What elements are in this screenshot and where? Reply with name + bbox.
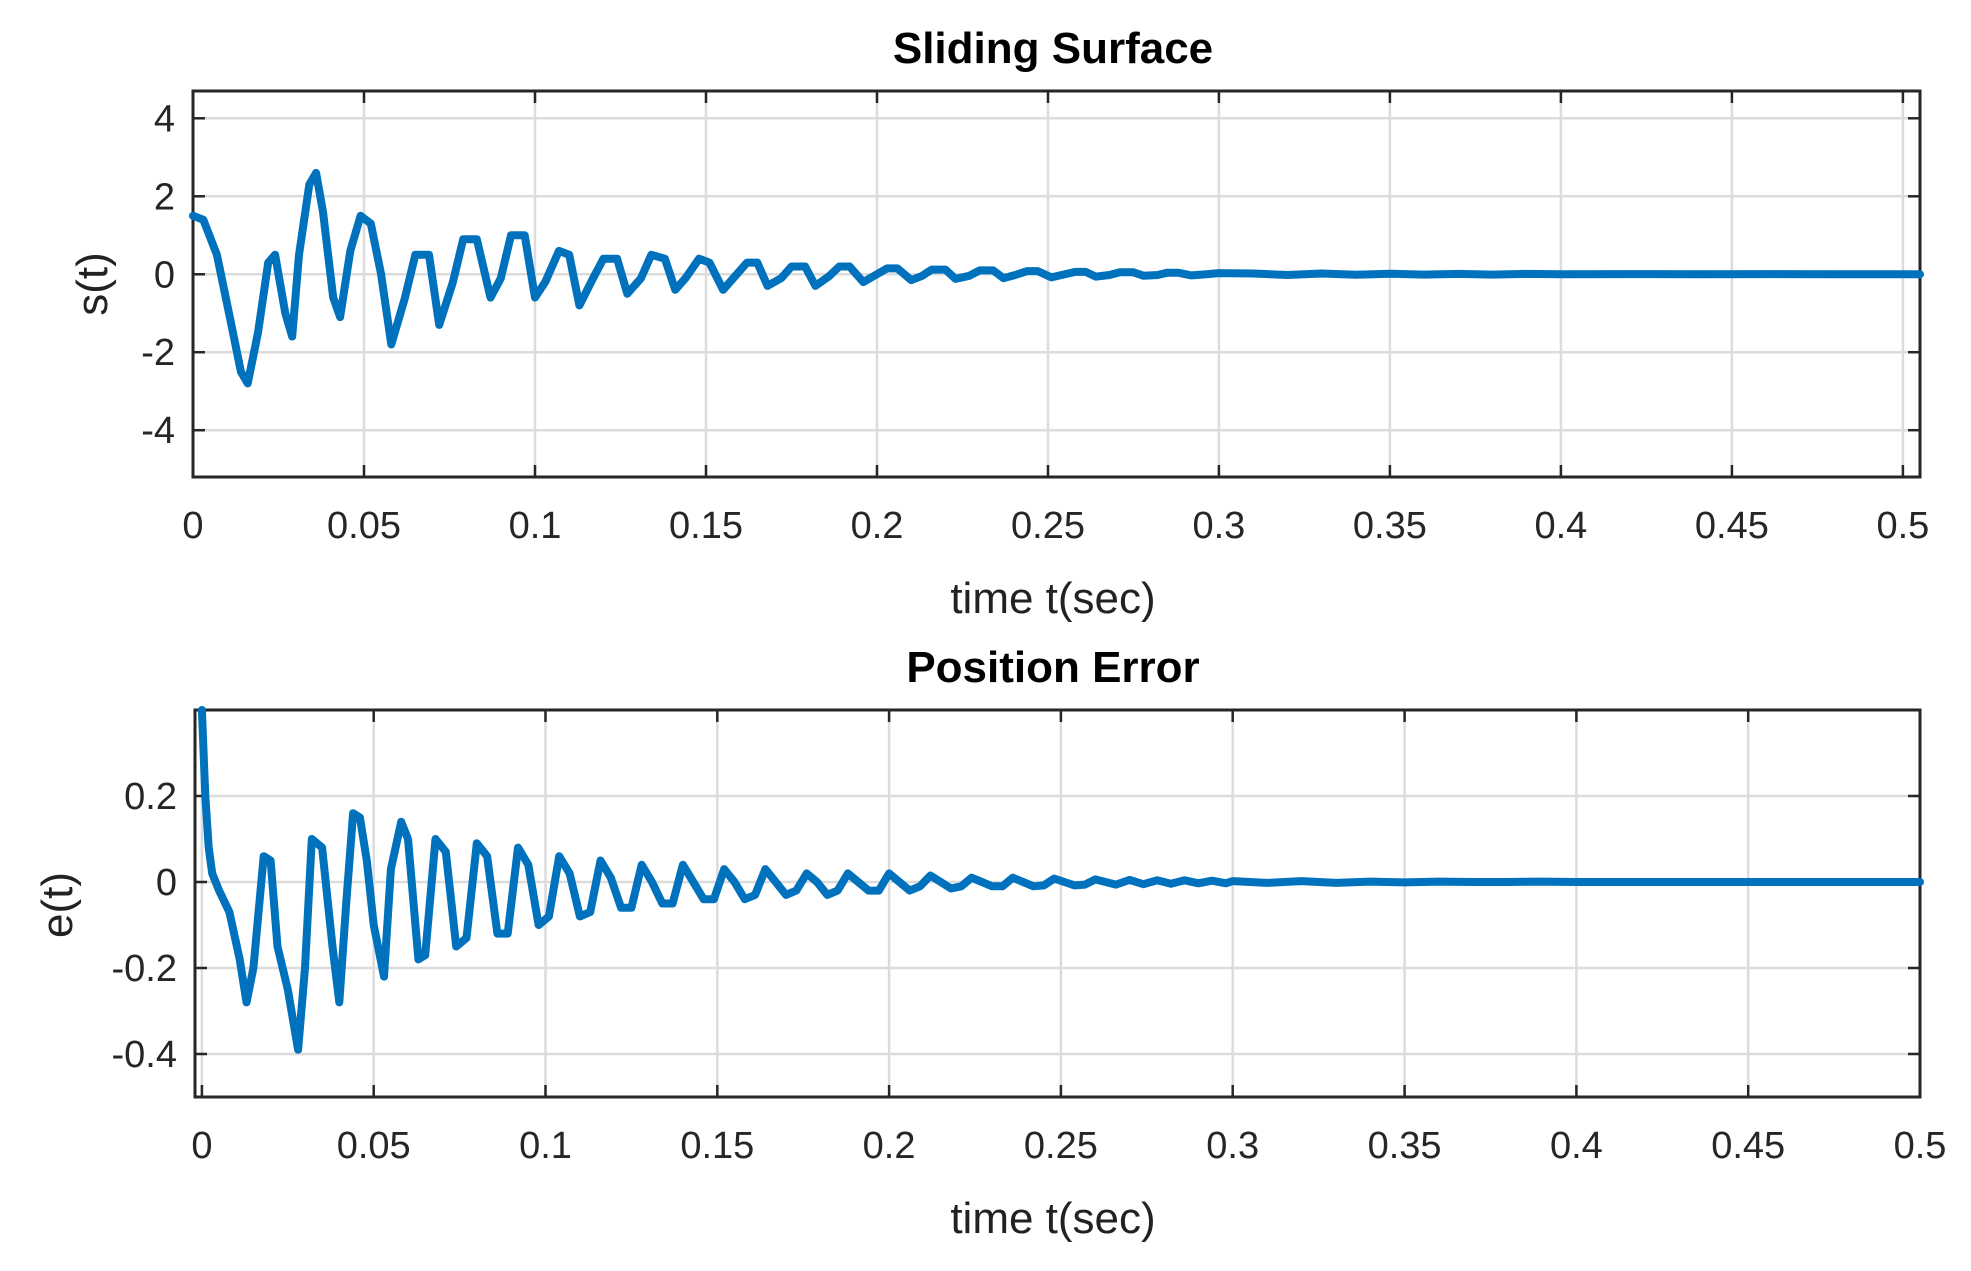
x-tick-label: 0.25 [1024, 1125, 1098, 1167]
y-axis-label: e(t) [33, 872, 82, 938]
x-tick-label: 0.1 [519, 1125, 572, 1167]
series-line [197, 706, 1924, 1054]
series [189, 168, 1924, 388]
x-tick-label: 0.35 [1368, 1125, 1442, 1167]
x-axis-label: time t(sec) [950, 574, 1155, 623]
y-axis-label: s(t) [68, 252, 117, 316]
y-tick-label: 2 [154, 176, 175, 218]
axes-box [191, 89, 1922, 479]
x-tick-label: 0.2 [851, 505, 904, 547]
x-axis-label: time t(sec) [950, 1194, 1155, 1243]
ticks: 0 0.05 0.1 0.15 0.2 0.25 0.3 0.35 0.4 0.45 0.5 -4 -2… [141, 91, 1929, 547]
y-tick-label: -4 [141, 410, 175, 452]
y-tick-label: -2 [141, 332, 175, 374]
ticks: 0 0.05 0.1 0.15 0.2 0.25 0.3 0.35 0.4 0.45 0.5 -0.4… [112, 710, 1947, 1167]
axes-box [193, 708, 1922, 1099]
x-tick-label: 0.3 [1206, 1125, 1259, 1167]
y-tick-label: 0.2 [124, 776, 177, 818]
x-tick-label: 0.45 [1711, 1125, 1785, 1167]
x-tick-label: 0.1 [509, 505, 562, 547]
x-tick-label: 0.3 [1192, 505, 1245, 547]
x-tick-label: 0.5 [1876, 505, 1929, 547]
x-tick-label: 0 [191, 1125, 212, 1167]
x-tick-label: 0.45 [1695, 505, 1769, 547]
series-line [189, 168, 1924, 388]
x-tick-label: 0.15 [669, 505, 743, 547]
y-tick-label: 0 [154, 254, 175, 296]
x-tick-label: 0.35 [1353, 505, 1427, 547]
x-tick-label: 0.15 [680, 1125, 754, 1167]
y-tick-label: -0.2 [112, 948, 177, 990]
y-tick-label: 0 [156, 862, 177, 904]
x-tick-label: 0.4 [1534, 505, 1587, 547]
x-tick-label: 0.2 [863, 1125, 916, 1167]
series [197, 706, 1924, 1054]
x-tick-label: 0.25 [1011, 505, 1085, 547]
x-tick-label: 0 [182, 505, 203, 547]
x-tick-label: 0.4 [1550, 1125, 1603, 1167]
chart-title: Position Error [906, 643, 1199, 692]
sliding-surface-subplot: Sliding Surface 0 0.05 0.1 0.15 0.2 0.25 0.3 0.… [68, 24, 1929, 623]
y-tick-label: 4 [154, 98, 175, 140]
x-tick-label: 0.05 [337, 1125, 411, 1167]
chart-title: Sliding Surface [893, 24, 1213, 73]
x-tick-label: 0.5 [1894, 1125, 1947, 1167]
position-error-subplot: Position Error 0 0.05 0.1 0.15 0.2 0.25 0.3 0.3… [33, 643, 1946, 1243]
x-tick-label: 0.05 [327, 505, 401, 547]
y-tick-label: -0.4 [112, 1034, 177, 1076]
